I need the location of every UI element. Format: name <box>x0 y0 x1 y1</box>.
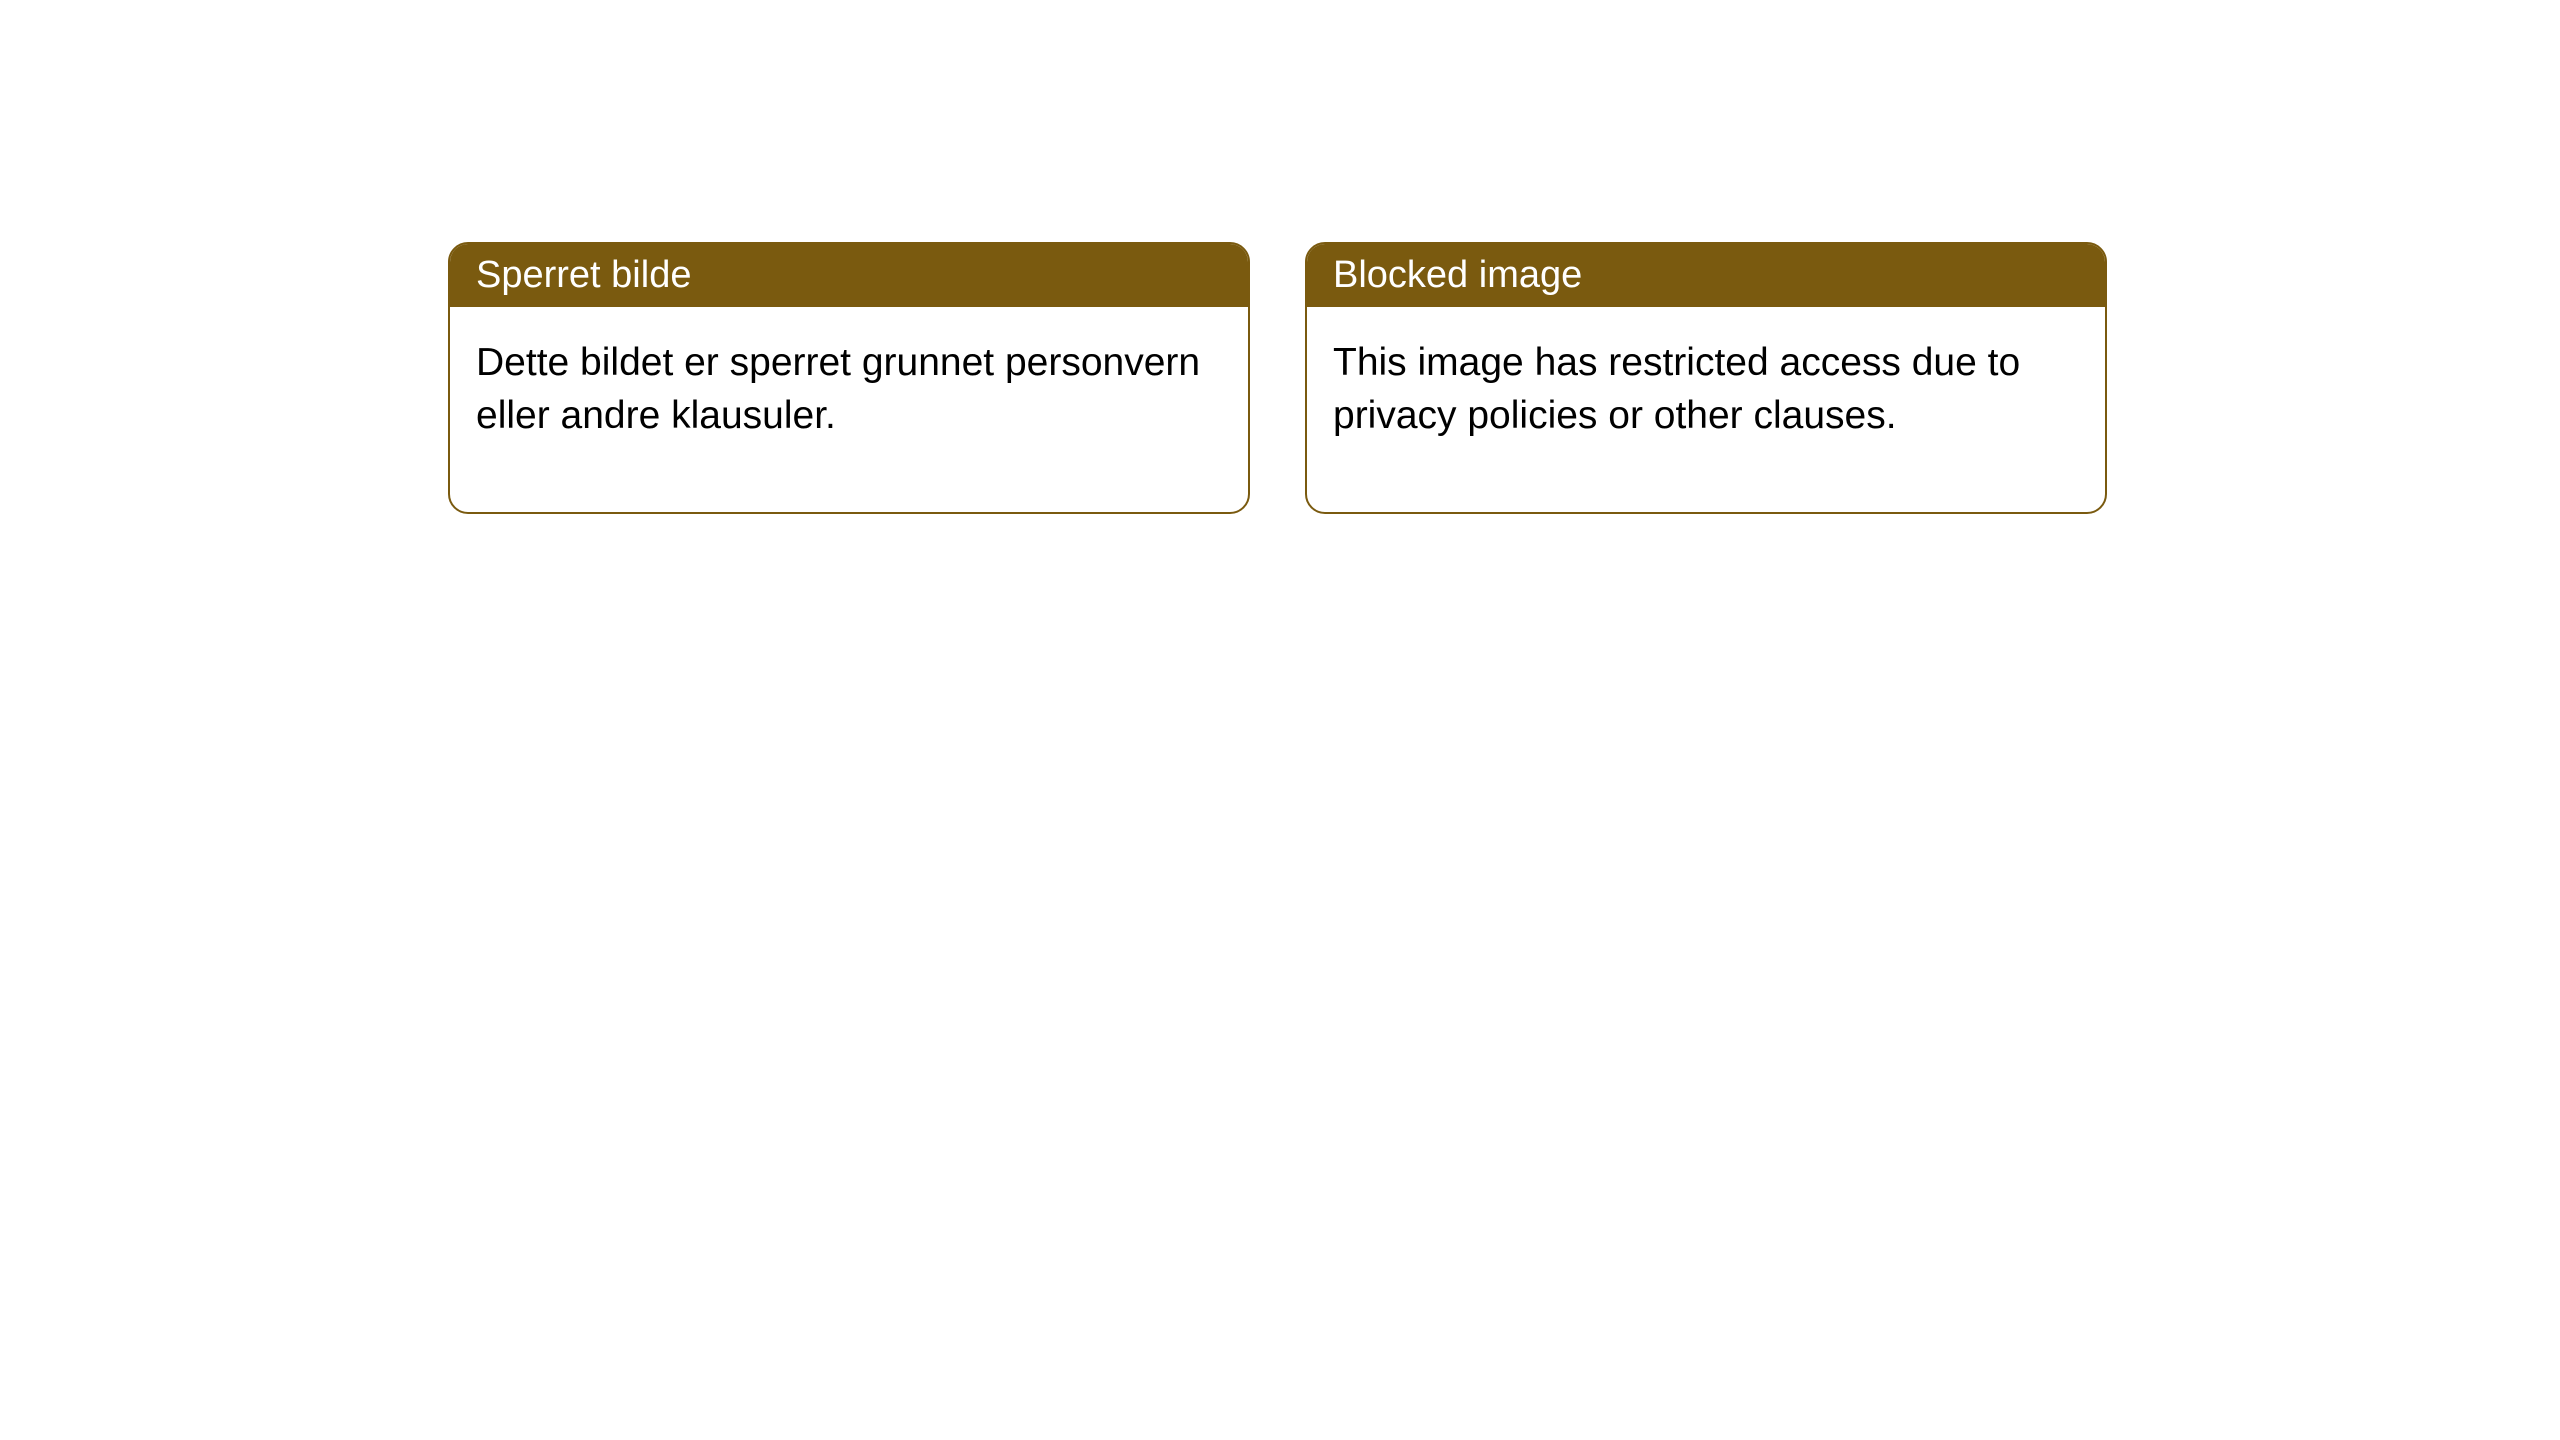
cards-container: Sperret bilde Dette bildet er sperret gr… <box>448 242 2107 514</box>
card-body: Dette bildet er sperret grunnet personve… <box>450 307 1248 512</box>
card-english: Blocked image This image has restricted … <box>1305 242 2107 514</box>
card-header: Blocked image <box>1307 244 2105 307</box>
card-header: Sperret bilde <box>450 244 1248 307</box>
card-body: This image has restricted access due to … <box>1307 307 2105 512</box>
card-norwegian: Sperret bilde Dette bildet er sperret gr… <box>448 242 1250 514</box>
